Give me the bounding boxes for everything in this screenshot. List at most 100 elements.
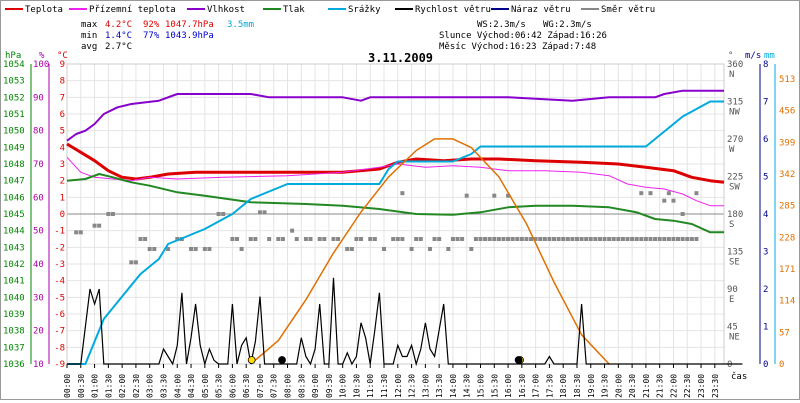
dir-tick: NW (729, 108, 740, 118)
axis-unit: čas (731, 371, 747, 382)
ms-tick: 0 (763, 360, 768, 370)
wind-dir-dot (694, 237, 699, 241)
hpa-tick: 1043 (3, 243, 25, 253)
wind-dir-dot (519, 237, 524, 241)
wind-dir-dot (166, 247, 171, 251)
wind-dir-dot (193, 247, 198, 251)
wind-dir-dot (662, 237, 667, 241)
wind-dir-dot (207, 247, 212, 251)
x-tick-label: 10:00 (339, 374, 348, 398)
dir-tick: 90 (727, 285, 738, 295)
wind-dir-dot (492, 237, 497, 241)
x-tick-label: 11:30 (380, 374, 389, 398)
legend-label: Srážky (348, 5, 381, 15)
x-tick-label: 13:30 (435, 374, 444, 398)
wind-dir-dot (685, 237, 690, 241)
wind-dir-dot (671, 237, 676, 241)
wind-dir-dot (607, 237, 612, 241)
info-wg: WG:2.3m/s (543, 20, 592, 30)
wind-dir-dot (317, 237, 322, 241)
wind-dir-dot (588, 237, 593, 241)
temp-tick: -2 (54, 243, 65, 253)
wind-dir-dot (662, 198, 667, 203)
wind-dir-dot (620, 237, 625, 241)
wind-dir-dot (584, 237, 589, 241)
wind-dir-dot (133, 260, 138, 265)
x-tick-label: 08:30 (297, 374, 306, 398)
x-tick-label: 00:00 (63, 374, 72, 398)
wind-dir-dot (666, 237, 671, 241)
temp-tick: -1 (54, 227, 65, 237)
stat-label: max (81, 20, 98, 30)
x-tick-label: 16:30 (518, 374, 527, 398)
wind-dir-dot (400, 237, 405, 241)
dir-tick: 0 (727, 360, 732, 370)
wind-dir-dot (253, 237, 258, 241)
wind-dir-dot (524, 237, 529, 241)
plot-frame (66, 63, 725, 365)
wind-dir-dot (460, 237, 465, 241)
wind-dir-dot (515, 237, 520, 241)
rad-tick: 342 (779, 170, 795, 180)
hpa-tick: 1041 (3, 277, 25, 287)
rad-tick: 171 (779, 265, 795, 275)
wind-dir-dot (597, 237, 602, 241)
wind-dir-dot (175, 237, 180, 241)
wind-dir-dot (455, 237, 460, 241)
rad-tick: 399 (779, 138, 795, 148)
legend-label: Přízemní teplota (89, 5, 176, 15)
stat-value: 92% (143, 20, 160, 30)
dir-tick: SW (729, 183, 740, 193)
wind-dir-dot (478, 237, 483, 241)
marker-západ-měsíce (278, 356, 286, 364)
wind-dir-dot (556, 237, 561, 241)
pct-tick: 50 (33, 227, 44, 237)
marker-východ-slunce (247, 356, 256, 364)
wind-dir-dot (74, 230, 79, 235)
wind-dir-dot (400, 191, 405, 196)
x-tick-label: 04:00 (173, 374, 182, 398)
x-tick-label: 05:30 (215, 374, 224, 398)
wind-dir-dot (593, 237, 598, 241)
wind-dir-dot (427, 247, 432, 251)
wind-dir-dot (391, 237, 396, 241)
dir-tick: N (729, 70, 734, 80)
wind-dir-dot (625, 237, 630, 241)
wind-dir-dot (354, 237, 359, 241)
dir-tick: 315 (727, 98, 743, 108)
x-tick-label: 22:00 (669, 374, 678, 398)
wind-dir-dot (680, 212, 685, 216)
x-tick-label: 09:00 (311, 374, 320, 398)
legend-label: Tlak (283, 5, 305, 15)
hpa-tick: 1037 (3, 343, 25, 353)
wind-dir-dot (464, 193, 469, 198)
series-line-srážky (67, 100, 724, 365)
hpa-tick: 1038 (3, 327, 25, 337)
x-tick-label: 03:30 (159, 374, 168, 398)
wind-dir-dot (533, 237, 538, 241)
x-tick-label: 09:30 (325, 374, 334, 398)
dir-tick: 45 (727, 323, 738, 333)
wind-dir-dot (322, 237, 327, 241)
x-tick-label: 15:00 (476, 374, 485, 398)
rad-tick: 513 (779, 75, 795, 85)
wind-dir-dot (552, 237, 557, 241)
wind-dir-dot (414, 237, 419, 241)
legend-label: Směr větru (601, 5, 655, 15)
wind-dir-dot (529, 237, 534, 241)
stat-value: 4.2°C (105, 20, 132, 30)
wind-dir-dot (574, 237, 579, 241)
wind-dir-dot (680, 237, 685, 241)
temp-tick: -7 (54, 327, 65, 337)
hpa-tick: 1039 (3, 310, 25, 320)
pct-tick: 20 (33, 327, 44, 337)
wind-dir-dot (248, 237, 253, 241)
wind-dir-dot (106, 212, 111, 216)
wind-dir-dot (657, 237, 662, 241)
pct-tick: 40 (33, 260, 44, 270)
wind-dir-dot (483, 237, 488, 241)
ms-tick: 6 (763, 135, 768, 145)
hpa-tick: 1046 (3, 193, 25, 203)
pct-tick: 80 (33, 127, 44, 137)
hpa-tick: 1049 (3, 143, 25, 153)
